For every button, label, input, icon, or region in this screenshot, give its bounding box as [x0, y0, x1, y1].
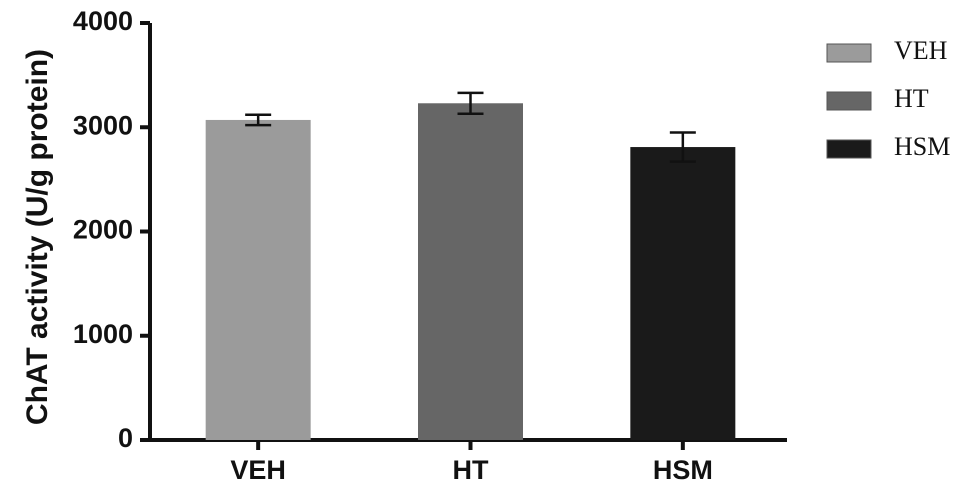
y-ticks: 0 1000 2000 3000 4000 — [73, 6, 150, 453]
error-bars — [245, 91, 696, 163]
legend-swatch — [826, 91, 872, 111]
x-tick-label: HT — [453, 455, 489, 485]
error-bar-hsm — [669, 131, 696, 163]
bars — [205, 103, 736, 441]
x-ticks: VEH HT HSM — [230, 440, 713, 485]
legend: VEH HT HSM — [826, 36, 950, 161]
x-tick-label: VEH — [230, 455, 286, 485]
y-tick-label: 2000 — [73, 215, 133, 245]
y-axis-title: ChAT activity (U/g protein) — [21, 49, 54, 425]
legend-item-hsm: HSM — [826, 132, 950, 161]
error-bar-ht — [457, 91, 484, 115]
legend-swatch — [826, 43, 872, 63]
x-tick-label: HSM — [653, 455, 713, 485]
bar-hsm — [630, 147, 736, 440]
y-tick-label: 4000 — [73, 6, 133, 36]
y-tick-label: 1000 — [73, 319, 133, 349]
legend-label: HSM — [894, 132, 950, 161]
legend-item-veh: VEH — [826, 36, 948, 65]
x-axis: VEH HT HSM — [148, 438, 787, 485]
legend-item-ht: HT — [826, 84, 929, 113]
y-tick-label: 0 — [118, 423, 133, 453]
bar-veh — [205, 119, 311, 440]
legend-label: HT — [894, 84, 929, 113]
error-bar-veh — [245, 113, 272, 127]
bar-ht — [418, 103, 523, 441]
y-axis: 0 1000 2000 3000 4000 — [73, 6, 152, 453]
y-tick-label: 3000 — [73, 110, 133, 140]
legend-swatch — [826, 139, 872, 159]
legend-label: VEH — [894, 36, 948, 65]
